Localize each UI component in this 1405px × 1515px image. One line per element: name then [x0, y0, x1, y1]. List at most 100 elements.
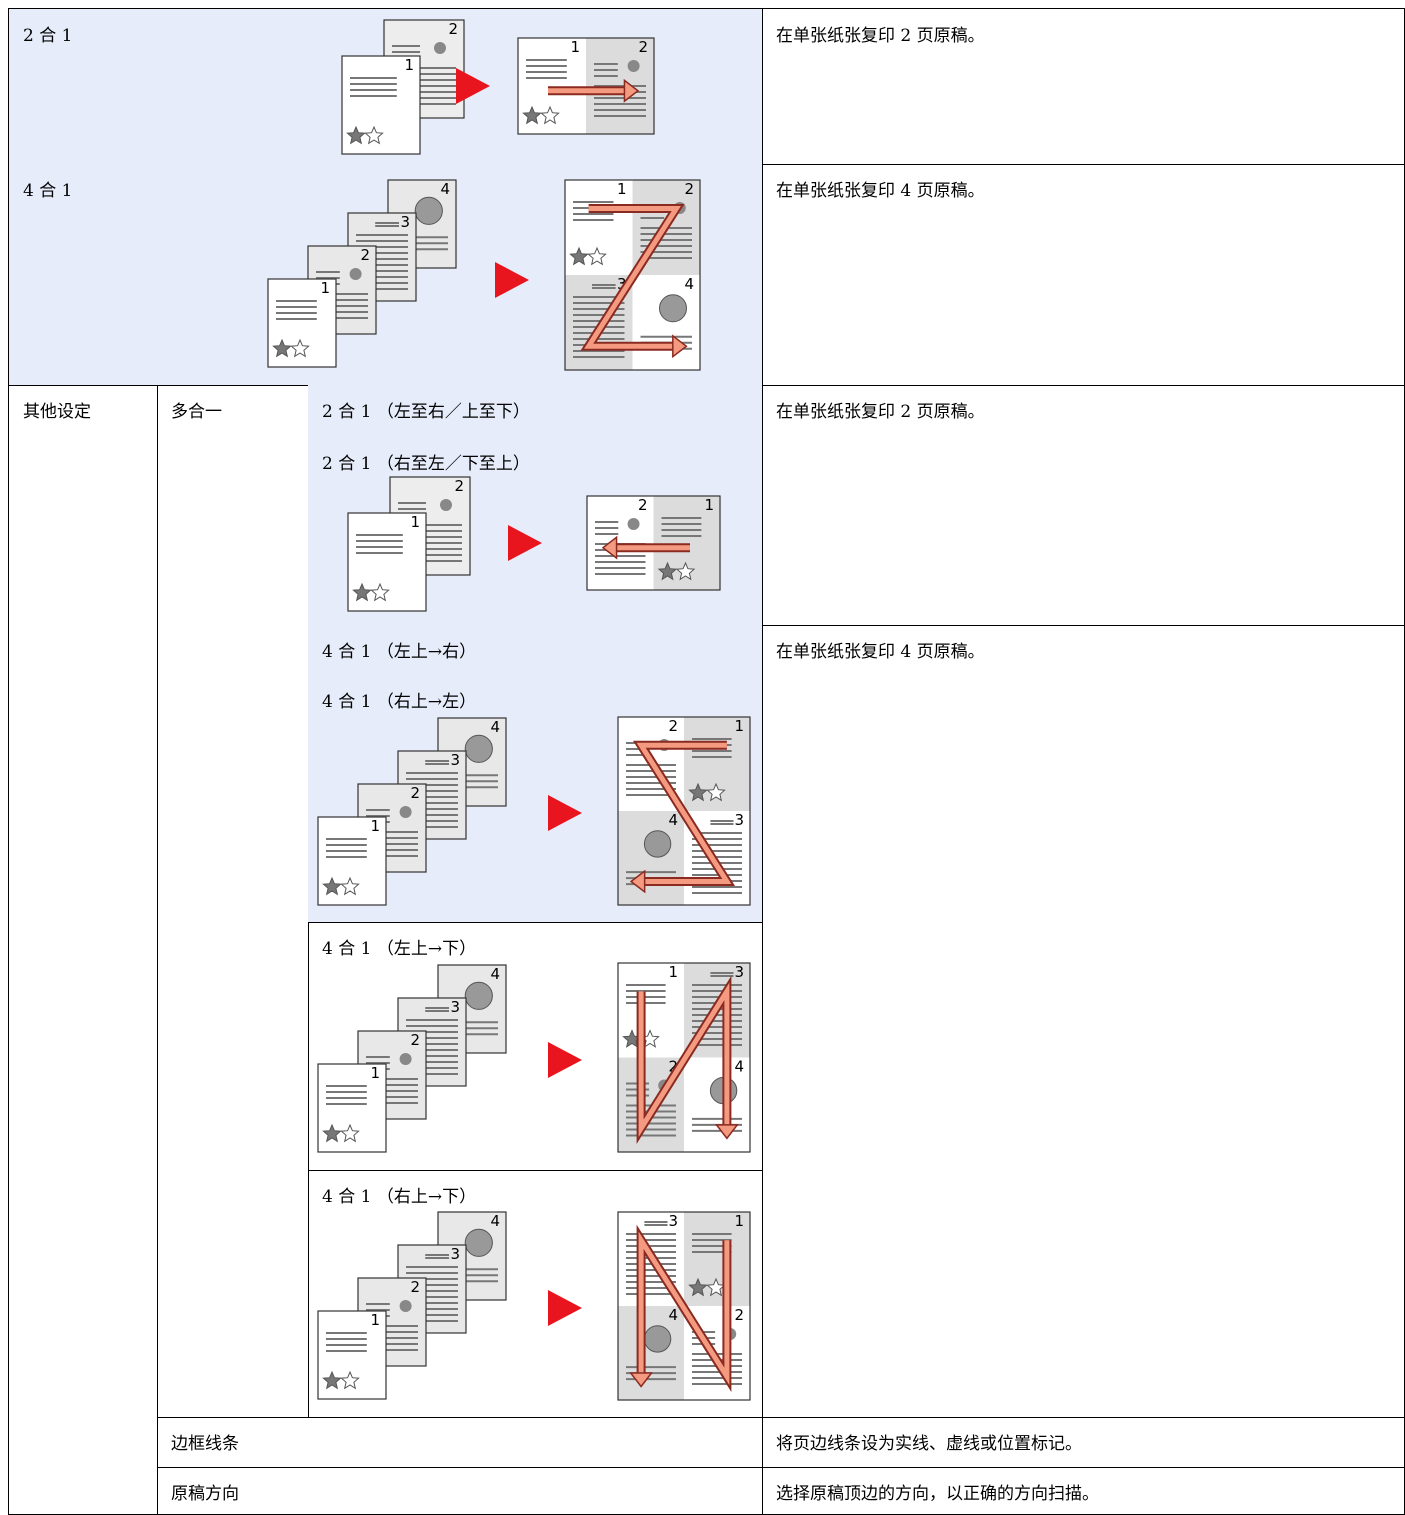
- sheet-border: [617, 962, 751, 1153]
- arrow-triangle: [508, 525, 542, 561]
- page-number: 1: [668, 963, 678, 981]
- page-number: 2: [734, 1306, 744, 1324]
- page-number: 4: [684, 275, 694, 293]
- sheet-border: [564, 179, 701, 371]
- page-shade: [618, 1306, 684, 1400]
- star-icon: [675, 561, 696, 581]
- star-icon: [322, 876, 342, 896]
- star-icon: [688, 1277, 708, 1297]
- arrow-triangle: [548, 1290, 582, 1326]
- order-arrow: [638, 982, 730, 1138]
- pie-icon: [414, 196, 443, 225]
- arrow-triangle: [495, 262, 529, 298]
- star-icon: [540, 105, 560, 125]
- circle-icon: [627, 60, 640, 72]
- option: 4 合 1 （左上→下）: [308, 922, 763, 1171]
- circle-icon: [399, 1300, 412, 1312]
- star-icon: [706, 782, 726, 802]
- sheet-border: [517, 37, 655, 135]
- pie-icon: [464, 1228, 493, 1257]
- page-number: 4: [734, 1058, 744, 1076]
- page-number: 2: [454, 477, 464, 495]
- page-number: 1: [410, 513, 420, 531]
- page-number: 1: [704, 496, 714, 514]
- page-number: 1: [734, 717, 744, 735]
- star-icon: [370, 582, 390, 602]
- order-arrow: [638, 1231, 730, 1386]
- star-icon: [272, 338, 292, 358]
- circle-icon: [627, 518, 640, 530]
- pie-icon: [464, 734, 493, 763]
- order-arrow-head: [629, 869, 646, 894]
- circle-icon: [399, 1053, 412, 1065]
- page-number: 1: [370, 1064, 380, 1082]
- arrow-triangle: [548, 1042, 582, 1078]
- page-number: 1: [617, 180, 627, 198]
- page-number: 1: [370, 817, 380, 835]
- order-arrow-head: [672, 334, 688, 359]
- star-icon: [688, 782, 708, 802]
- page-shade: [618, 811, 684, 905]
- page-number: 1: [370, 1311, 380, 1329]
- page-number: 2: [360, 246, 370, 264]
- page-number: 3: [400, 213, 410, 231]
- border-label: 边框线条: [157, 1417, 763, 1468]
- sheet-border: [617, 1211, 751, 1401]
- page-number: 3: [450, 998, 460, 1016]
- star-icon: [657, 561, 678, 581]
- circle-icon: [399, 806, 412, 818]
- page-number: 3: [617, 275, 627, 293]
- page-number: 4: [440, 180, 450, 198]
- page-number: 3: [734, 963, 744, 981]
- option: 2 合 1 （左至右／上至下）: [308, 385, 763, 438]
- circle-icon: [349, 268, 362, 280]
- pie-icon: [464, 981, 493, 1010]
- page-number: 1: [320, 279, 330, 297]
- page-number: 4: [490, 718, 500, 736]
- option: 4 合 1 （右上→下）: [308, 1170, 763, 1418]
- pie-icon: [643, 830, 672, 858]
- star-icon: [364, 125, 384, 145]
- star-icon: [352, 582, 372, 602]
- circle-icon: [440, 499, 452, 511]
- star-icon: [346, 125, 366, 145]
- order-arrow: [636, 742, 732, 884]
- page-number: 2: [410, 1031, 420, 1049]
- page-number: 4: [490, 1212, 500, 1230]
- page-number: 3: [450, 1245, 460, 1263]
- star-icon: [522, 105, 542, 125]
- page-number: 1: [404, 56, 414, 74]
- sheet-border: [586, 495, 721, 591]
- option: 4 合 1 （左上→右）: [308, 625, 763, 676]
- page-number: 2: [448, 20, 458, 38]
- page-number: 2: [668, 717, 678, 735]
- page-number: 3: [668, 1212, 678, 1230]
- order-arrow: [584, 206, 681, 349]
- page-number: 4: [490, 965, 500, 983]
- page-number: 3: [734, 811, 744, 829]
- sheet-border: [617, 716, 751, 906]
- star-icon: [340, 1370, 360, 1390]
- page-number: 2: [668, 1058, 678, 1076]
- order-arrow-head: [623, 78, 640, 103]
- page-number: 4: [668, 1306, 678, 1324]
- page-number: 2: [410, 1278, 420, 1296]
- arrow-triangle: [548, 795, 582, 831]
- star-icon: [340, 1123, 360, 1143]
- star-icon: [322, 1370, 342, 1390]
- order-arrow-head: [629, 1372, 654, 1388]
- star-icon: [322, 1123, 342, 1143]
- star-icon: [587, 246, 607, 266]
- page-number: 1: [570, 38, 580, 56]
- page-number: 2: [410, 784, 420, 802]
- star-icon: [290, 338, 310, 358]
- page-number: 1: [734, 1212, 744, 1230]
- pie-icon: [643, 1325, 672, 1353]
- star-icon: [569, 246, 589, 266]
- page-number: 2: [684, 180, 694, 198]
- order-arrow-head: [601, 535, 618, 560]
- page-number: 2: [638, 496, 648, 514]
- circle-icon: [434, 42, 446, 54]
